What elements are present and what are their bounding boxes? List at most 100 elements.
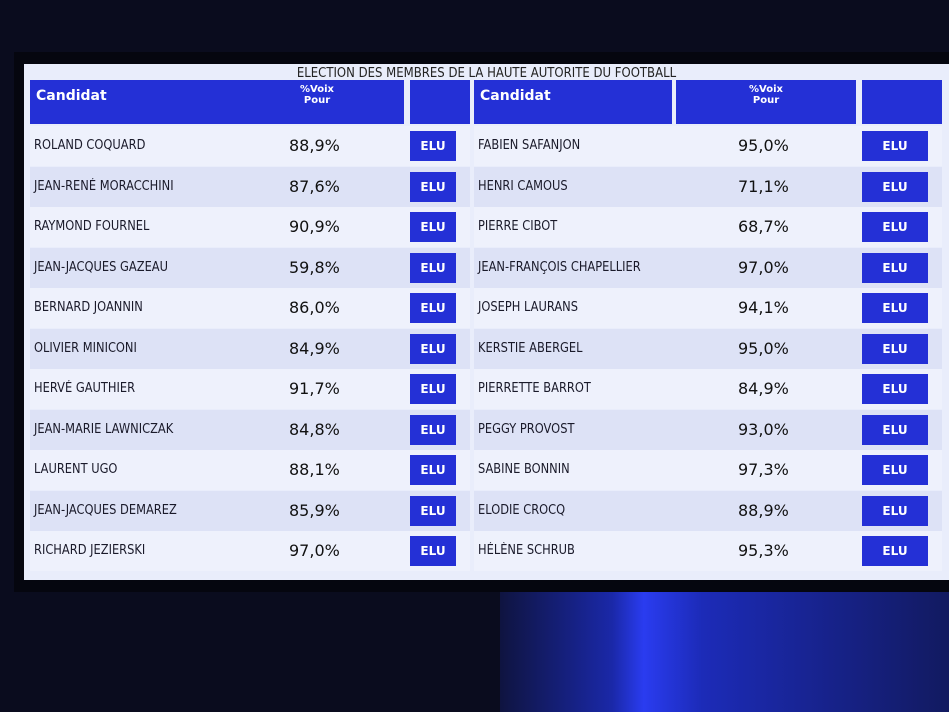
elected-badge: ELU <box>410 131 456 161</box>
table-row: HENRI CAMOUS 71,1% ELU <box>474 166 942 207</box>
elected-badge: ELU <box>410 212 456 242</box>
header-voix-line: %Voix <box>749 84 783 95</box>
vote-percent: 88,9% <box>289 136 340 155</box>
table-row: JEAN-JACQUES GAZEAU 59,8% ELU <box>30 247 470 288</box>
elected-badge: ELU <box>862 333 928 364</box>
elected-badge: ELU <box>862 455 928 485</box>
vote-percent: 68,7% <box>738 217 789 236</box>
table-row: HERVÉ GAUTHIER 91,7% ELU <box>30 369 470 409</box>
elected-badge: ELU <box>410 536 456 566</box>
vote-percent: 85,9% <box>289 500 340 520</box>
table-row: PEGGY PROVOST 93,0% ELU <box>474 409 942 450</box>
candidate-name: PIERRETTE BARROT <box>478 381 591 396</box>
elected-badge: ELU <box>410 495 456 526</box>
table-row: LAURENT UGO 88,1% ELU <box>30 450 470 490</box>
vote-percent: 84,8% <box>289 419 340 439</box>
vote-percent: 87,6% <box>289 176 340 196</box>
table-row: JOSEPH LAURANS 94,1% ELU <box>474 288 942 328</box>
table-row: OLIVIER MINICONI 84,9% ELU <box>30 328 470 369</box>
table-row: JEAN-FRANÇOIS CHAPELLIER 97,0% ELU <box>474 247 942 288</box>
elected-badge: ELU <box>410 252 456 283</box>
table-row: JEAN-JACQUES DEMAREZ 85,9% ELU <box>30 490 470 531</box>
candidate-name: HENRI CAMOUS <box>478 178 568 194</box>
header-voix-line: Pour <box>752 95 780 106</box>
candidate-name: JEAN-JACQUES GAZEAU <box>34 259 169 275</box>
table-row: JEAN-MARIE LAWNICZAK 84,8% ELU <box>30 409 470 450</box>
candidate-name: SABINE BONNIN <box>478 462 570 477</box>
elected-badge: ELU <box>862 252 928 283</box>
table-row: RAYMOND FOURNEL 90,9% ELU <box>30 207 470 247</box>
header-candidat: Candidat <box>474 80 672 124</box>
vote-percent: 88,1% <box>289 460 340 479</box>
candidate-name: PEGGY PROVOST <box>478 421 575 437</box>
elected-badge: ELU <box>410 455 456 485</box>
candidate-name: HÉLÈNE SCHRUB <box>478 543 575 558</box>
vote-percent: 94,1% <box>738 298 789 317</box>
elected-badge: ELU <box>862 495 928 526</box>
table-row: PIERRE CIBOT 68,7% ELU <box>474 207 942 247</box>
table-row: SABINE BONNIN 97,3% ELU <box>474 450 942 490</box>
candidate-name: RICHARD JEZIERSKI <box>34 543 146 558</box>
elected-badge: ELU <box>862 374 928 404</box>
vote-percent: 95,0% <box>738 338 789 358</box>
table-row: PIERRETTE BARROT 84,9% ELU <box>474 369 942 409</box>
vote-percent: 90,9% <box>289 217 340 236</box>
header-candidat: Candidat <box>30 80 230 124</box>
candidate-name: RAYMOND FOURNEL <box>34 219 150 234</box>
candidate-name: JEAN-RENÉ MORACCHINI <box>34 178 174 194</box>
table-row: KERSTIE ABERGEL 95,0% ELU <box>474 328 942 369</box>
table-row: JEAN-RENÉ MORACCHINI 87,6% ELU <box>30 166 470 207</box>
vote-percent: 84,9% <box>738 379 789 398</box>
header-voix: %Voix Pour <box>230 80 404 124</box>
header-blank <box>862 80 942 124</box>
vote-percent: 97,0% <box>289 541 340 560</box>
elected-badge: ELU <box>410 374 456 404</box>
candidate-name: BERNARD JOANNIN <box>34 300 143 315</box>
header-voix: %Voix Pour <box>676 80 856 124</box>
elected-badge: ELU <box>410 293 456 323</box>
candidate-name: HERVÉ GAUTHIER <box>34 381 136 396</box>
elected-badge: ELU <box>862 171 928 202</box>
elected-badge: ELU <box>862 414 928 445</box>
vote-percent: 84,9% <box>289 338 340 358</box>
table-row: BERNARD JOANNIN 86,0% ELU <box>30 288 470 328</box>
table-row: FABIEN SAFANJON 95,0% ELU <box>474 126 942 166</box>
candidate-name: LAURENT UGO <box>34 462 118 477</box>
header-voix-line: Pour <box>303 95 331 106</box>
elected-badge: ELU <box>410 171 456 202</box>
vote-percent: 93,0% <box>738 419 789 439</box>
vote-percent: 71,1% <box>738 176 789 196</box>
title: ELECTION DES MEMBRES DE LA HAUTE AUTORIT… <box>296 66 677 81</box>
header-blank <box>410 80 470 124</box>
vote-percent: 97,0% <box>738 257 789 277</box>
table-row: RICHARD JEZIERSKI 97,0% ELU <box>30 531 470 571</box>
vote-percent: 95,3% <box>738 541 789 560</box>
header-voix-line: %Voix <box>300 84 334 95</box>
candidate-name: OLIVIER MINICONI <box>34 340 137 356</box>
screen: ELECTION DES MEMBRES DE LA HAUTE AUTORIT… <box>24 64 949 580</box>
candidate-name: KERSTIE ABERGEL <box>478 340 583 356</box>
vote-percent: 88,9% <box>738 500 789 520</box>
elected-badge: ELU <box>862 293 928 323</box>
candidate-name: JEAN-JACQUES DEMAREZ <box>34 502 177 518</box>
stage-light <box>500 585 949 712</box>
elected-badge: ELU <box>862 212 928 242</box>
vote-percent: 91,7% <box>289 379 340 398</box>
elected-badge: ELU <box>410 333 456 364</box>
candidate-name: ROLAND COQUARD <box>34 138 146 153</box>
candidate-name: JEAN-MARIE LAWNICZAK <box>34 421 174 437</box>
vote-percent: 86,0% <box>289 298 340 317</box>
table-row: HÉLÈNE SCHRUB 95,3% ELU <box>474 531 942 571</box>
table-row: ELODIE CROCQ 88,9% ELU <box>474 490 942 531</box>
vote-percent: 97,3% <box>738 460 789 479</box>
candidate-name: JEAN-FRANÇOIS CHAPELLIER <box>478 259 641 275</box>
candidate-name: PIERRE CIBOT <box>478 219 558 234</box>
vote-percent: 59,8% <box>289 257 340 277</box>
elected-badge: ELU <box>410 414 456 445</box>
table-row: ROLAND COQUARD 88,9% ELU <box>30 126 470 166</box>
elected-badge: ELU <box>862 536 928 566</box>
vote-percent: 95,0% <box>738 136 789 155</box>
elected-badge: ELU <box>862 131 928 161</box>
candidate-name: JOSEPH LAURANS <box>478 300 578 315</box>
